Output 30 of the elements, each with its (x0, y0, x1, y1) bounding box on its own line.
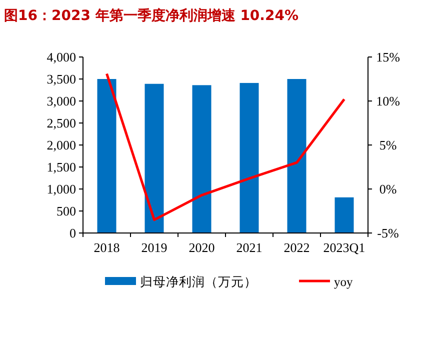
y-tick-label: 2,500 (46, 116, 76, 130)
legend-label: yoy (334, 275, 354, 289)
bar (97, 79, 116, 233)
x-tick-label: 2021 (236, 240, 262, 255)
x-tick-label: 2018 (94, 240, 120, 255)
bar (287, 79, 306, 233)
y-tick-label: 3,000 (46, 94, 76, 108)
x-tick-label: 2020 (188, 240, 215, 255)
y-tick-label: 3,500 (46, 72, 76, 86)
bar (192, 85, 212, 233)
y2-tick-label: 0% (379, 182, 397, 196)
x-tick-label: 2023Q1 (323, 240, 366, 255)
y-tick-label: 1,000 (46, 182, 76, 196)
bar (334, 197, 354, 233)
bar (144, 84, 164, 233)
y2-tick-label: 5% (379, 138, 397, 152)
y-tick-label: 1,500 (46, 160, 76, 174)
x-tick-label: 2019 (141, 240, 168, 255)
y2-tick-label: 10% (376, 94, 400, 108)
y-tick-label: 500 (56, 204, 76, 218)
chart-title: 图16：2023 年第一季度净利润增速 10.24% (4, 7, 299, 24)
x-tick-label: 2022 (284, 240, 310, 255)
y2-tick-label: 15% (376, 50, 400, 64)
y-tick-label: 4,000 (46, 50, 76, 64)
y-tick-label: 2,000 (46, 138, 76, 152)
y2-tick-label: -5% (377, 226, 399, 240)
line-series (106, 72, 346, 222)
legend-label: 归母净利润（万元） (140, 275, 257, 289)
bar (240, 82, 259, 233)
y-tick-label: 0 (70, 226, 76, 240)
